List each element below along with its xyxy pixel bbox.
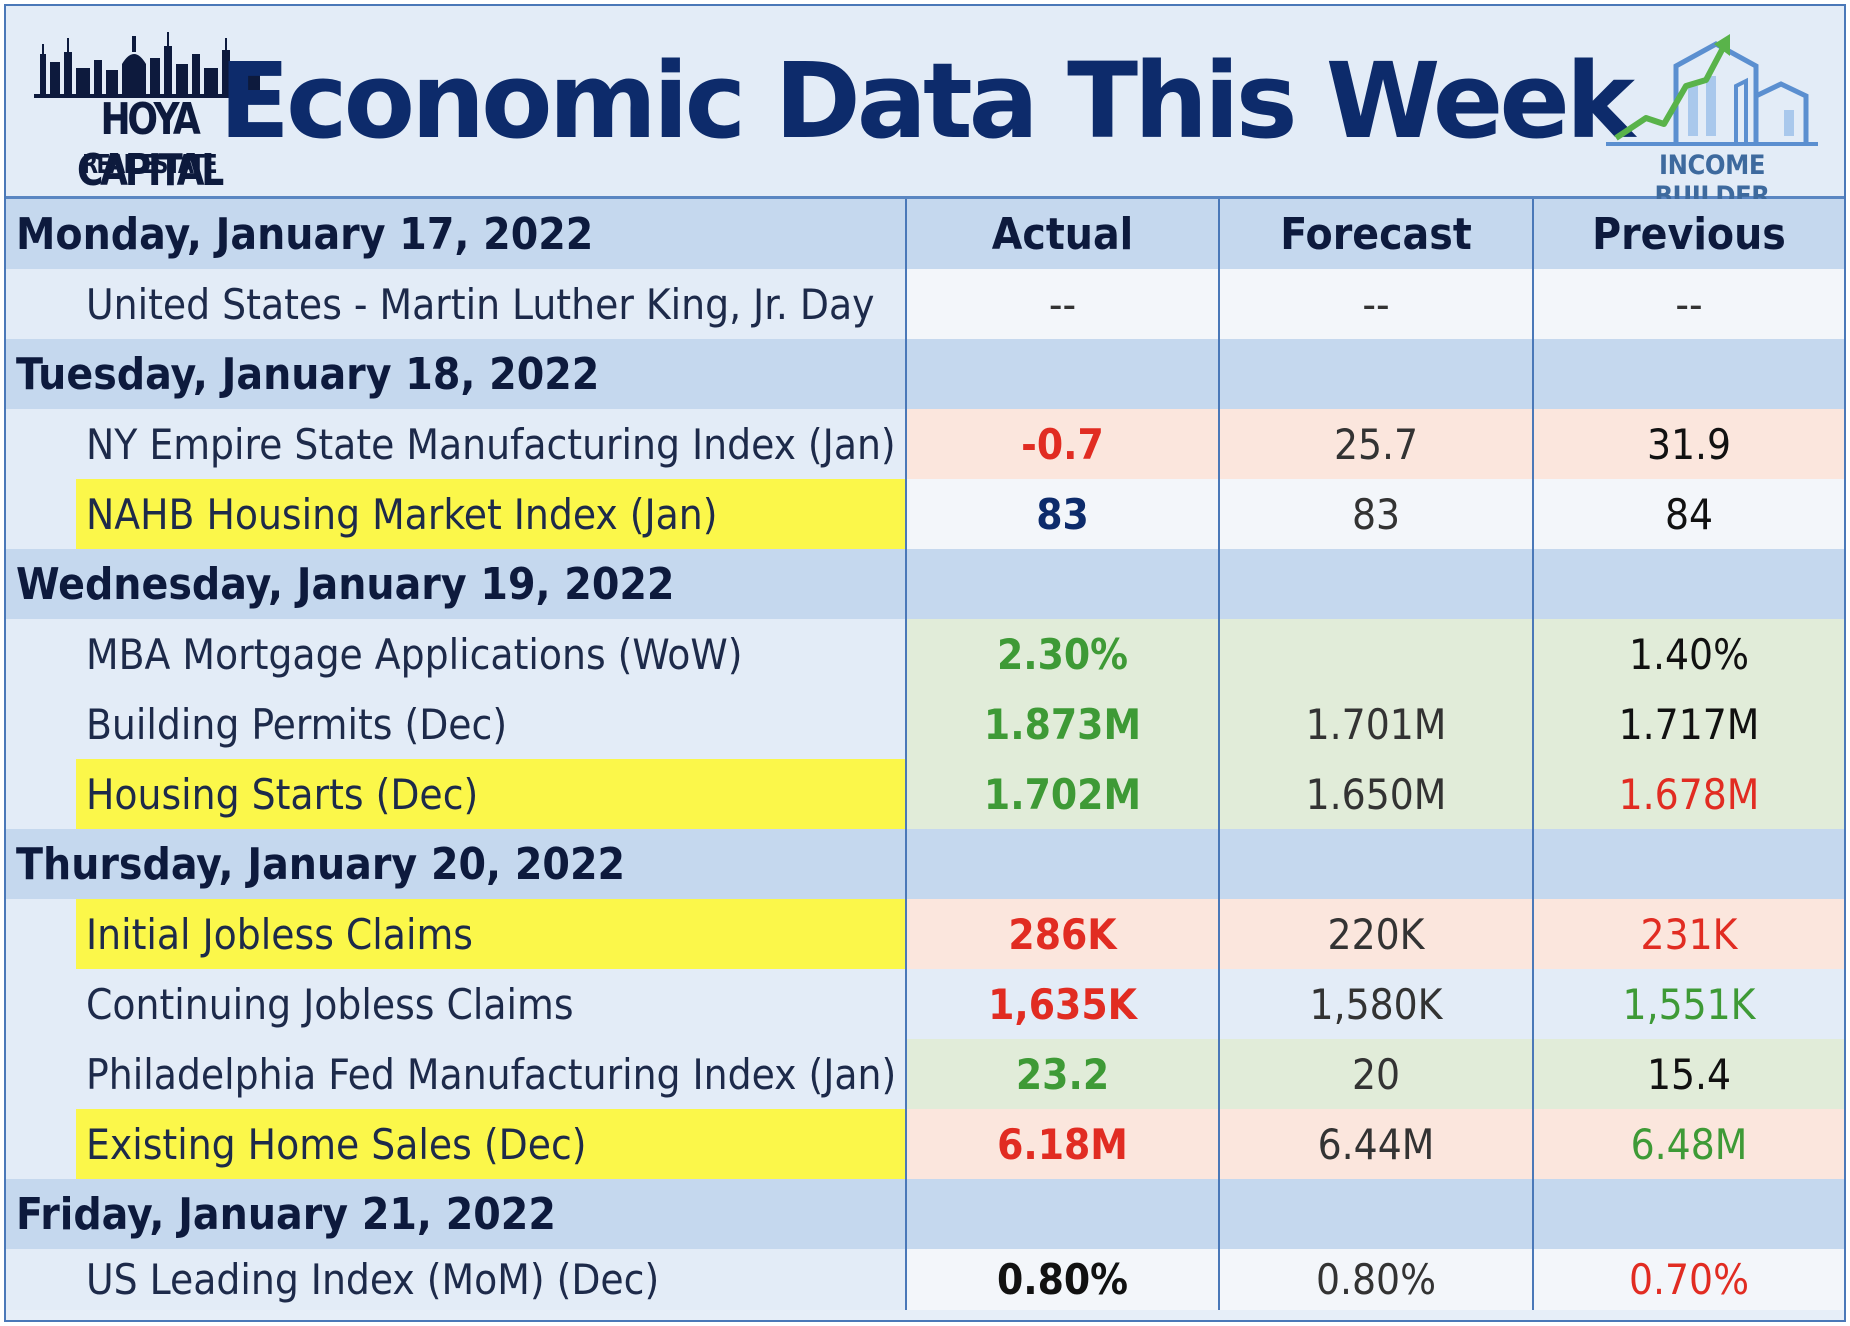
economic-data-table: Monday, January 17, 2022 Actual Forecast… [6,199,1844,1310]
hoya-logo-subtitle: REAL ESTATE [82,150,217,180]
day-row-tuesday: Tuesday, January 18, 2022 [6,339,1844,409]
forecast-value [1218,619,1532,689]
column-header-previous: Previous [1532,199,1844,269]
forecast-value: -- [1218,269,1532,339]
actual-value: 0.80% [905,1249,1218,1310]
actual-value: -- [905,269,1218,339]
table-row: US Leading Index (MoM) (Dec) 0.80% 0.80%… [6,1249,1844,1310]
event-name: NY Empire State Manufacturing Index (Jan… [86,419,896,469]
actual-value: 1,635K [905,969,1218,1039]
actual-value: 286K [905,899,1218,969]
previous-value: 1,551K [1532,969,1844,1039]
event-name: NAHB Housing Market Index (Jan) [76,479,905,549]
table-row: Housing Starts (Dec) 1.702M 1.650M 1.678… [6,759,1844,829]
actual-value: 23.2 [905,1039,1218,1109]
event-name: Housing Starts (Dec) [76,759,905,829]
event-name: Philadelphia Fed Manufacturing Index (Ja… [86,1049,897,1099]
event-name: Existing Home Sales (Dec) [76,1109,905,1179]
event-name: MBA Mortgage Applications (WoW) [86,629,743,679]
actual-value: 2.30% [905,619,1218,689]
table-row: United States - Martin Luther King, Jr. … [6,269,1844,339]
previous-value: 15.4 [1532,1039,1844,1109]
income-builder-logo-name: INCOME BUILDER [1654,150,1770,212]
table-row: Existing Home Sales (Dec) 6.18M 6.44M 6.… [6,1109,1844,1179]
previous-value: 84 [1532,479,1844,549]
actual-value: 83 [905,479,1218,549]
event-name: Initial Jobless Claims [76,899,905,969]
forecast-value: 6.44M [1218,1109,1532,1179]
rising-buildings-icon [1606,34,1818,146]
previous-value: 31.9 [1532,409,1844,479]
previous-value: 1.40% [1532,619,1844,689]
day-label: Wednesday, January 19, 2022 [16,558,675,610]
day-label: Tuesday, January 18, 2022 [16,348,600,400]
forecast-value: 25.7 [1218,409,1532,479]
hoya-capital-logo: HOYA CAPITAL REAL ESTATE [34,24,264,196]
actual-value: 6.18M [905,1109,1218,1179]
forecast-value: 1.701M [1218,689,1532,759]
actual-value: 1.873M [905,689,1218,759]
column-header-forecast: Forecast [1218,199,1532,269]
previous-value: 1.678M [1532,759,1844,829]
table-row: Continuing Jobless Claims 1,635K 1,580K … [6,969,1844,1039]
event-name: Building Permits (Dec) [86,699,508,749]
page-title: Economic Data This Week [218,40,1635,162]
day-label: Friday, January 21, 2022 [16,1188,556,1240]
day-row-friday: Friday, January 21, 2022 [6,1179,1844,1249]
column-header-actual: Actual [905,199,1218,269]
previous-value: -- [1532,269,1844,339]
header: HOYA CAPITAL REAL ESTATE Economic Data T… [6,6,1844,212]
income-builder-logo: INCOME BUILDER [1596,26,1828,212]
day-label: Monday, January 17, 2022 [16,208,594,260]
city-skyline-icon [34,32,264,98]
event-name: US Leading Index (MoM) (Dec) [86,1255,660,1304]
day-row-wednesday: Wednesday, January 19, 2022 [6,549,1844,619]
forecast-value: 1,580K [1218,969,1532,1039]
event-name: Continuing Jobless Claims [86,979,574,1029]
event-name: United States - Martin Luther King, Jr. … [86,279,875,329]
previous-value: 0.70% [1532,1249,1844,1310]
forecast-value: 20 [1218,1039,1532,1109]
forecast-value: 1.650M [1218,759,1532,829]
table-row: Philadelphia Fed Manufacturing Index (Ja… [6,1039,1844,1109]
actual-value: -0.7 [905,409,1218,479]
table-row: MBA Mortgage Applications (WoW) 2.30% 1.… [6,619,1844,689]
forecast-value: 83 [1218,479,1532,549]
forecast-value: 0.80% [1218,1249,1532,1310]
day-row-monday: Monday, January 17, 2022 Actual Forecast… [6,199,1844,269]
day-label: Thursday, January 20, 2022 [16,838,626,890]
table-row: Building Permits (Dec) 1.873M 1.701M 1.7… [6,689,1844,759]
table-row: NAHB Housing Market Index (Jan) 83 83 84 [6,479,1844,549]
previous-value: 6.48M [1532,1109,1844,1179]
day-row-thursday: Thursday, January 20, 2022 [6,829,1844,899]
actual-value: 1.702M [905,759,1218,829]
previous-value: 231K [1532,899,1844,969]
economic-calendar-panel: HOYA CAPITAL REAL ESTATE Economic Data T… [4,4,1846,1322]
table-row: Initial Jobless Claims 286K 220K 231K [6,899,1844,969]
hoya-logo-name: HOYA CAPITAL [76,94,224,196]
previous-value: 1.717M [1532,689,1844,759]
table-row: NY Empire State Manufacturing Index (Jan… [6,409,1844,479]
forecast-value: 220K [1218,899,1532,969]
